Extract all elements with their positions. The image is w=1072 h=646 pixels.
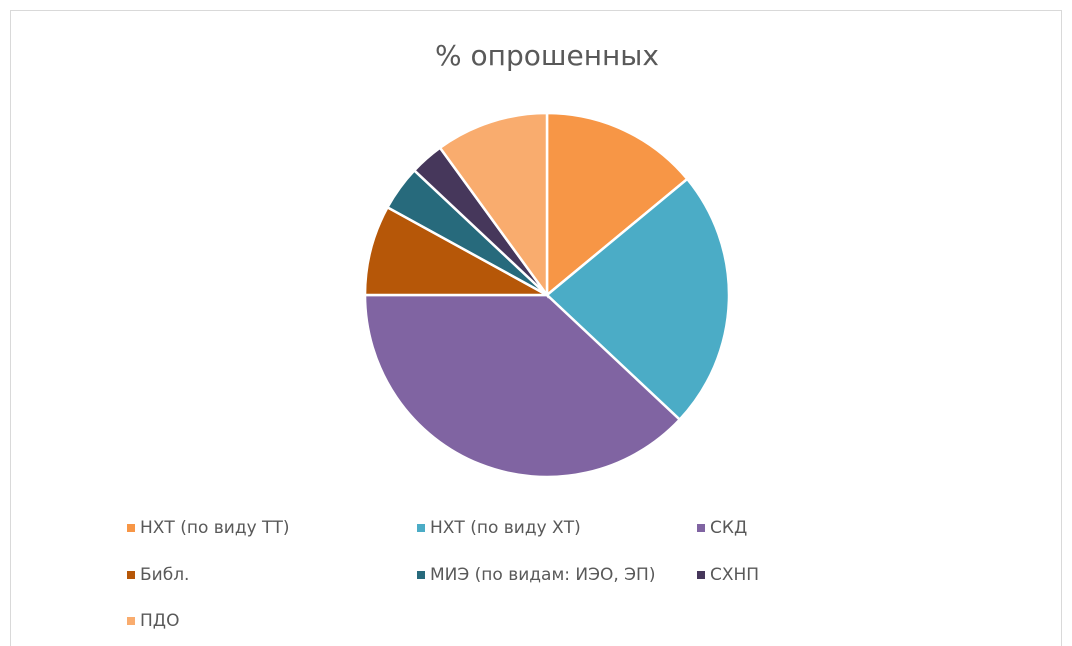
legend-swatch bbox=[127, 571, 135, 579]
pie-slice bbox=[545, 177, 731, 422]
legend-label: МИЭ (по видам: ИЭО, ЭП) bbox=[430, 565, 655, 585]
legend-label: СКД bbox=[710, 518, 747, 538]
legend-label: НХТ (по виду ХТ) bbox=[430, 518, 581, 538]
pie-slice bbox=[438, 111, 549, 299]
legend-swatch bbox=[697, 571, 705, 579]
pie-slice bbox=[363, 293, 682, 479]
legend-label: ПДО bbox=[140, 611, 179, 631]
legend-label: НХТ (по виду ТТ) bbox=[140, 518, 289, 538]
legend-swatch bbox=[127, 617, 135, 625]
legend-swatch bbox=[417, 571, 425, 579]
legend-label: СХНП bbox=[710, 565, 759, 585]
legend-swatch bbox=[417, 524, 425, 532]
pie-slice bbox=[545, 111, 689, 298]
legend-swatch bbox=[697, 524, 705, 532]
legend-label: Библ. bbox=[140, 565, 189, 585]
pie-slice bbox=[363, 205, 548, 297]
legend-swatch bbox=[127, 524, 135, 532]
chart-title: % опрошенных bbox=[435, 39, 659, 72]
